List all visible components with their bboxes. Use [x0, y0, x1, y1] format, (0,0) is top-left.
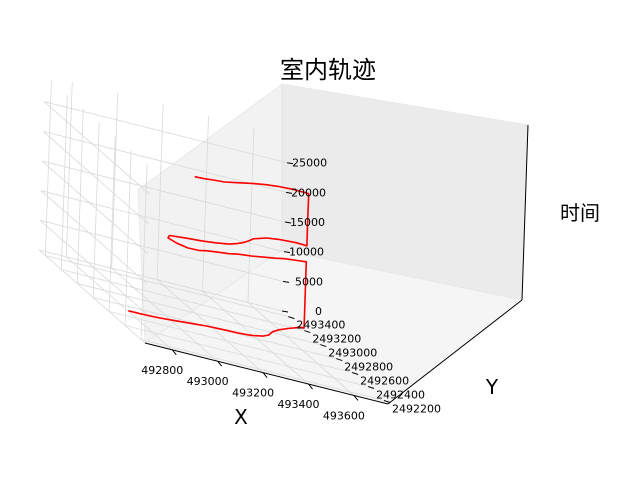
z-tick-label: 25000 — [292, 157, 327, 170]
z-gridline — [38, 249, 146, 344]
x-gridline — [202, 116, 209, 292]
x-gridline — [65, 256, 173, 351]
x-gridline — [111, 267, 218, 362]
y-tick-mark — [383, 400, 391, 403]
x-tick-mark — [171, 349, 177, 356]
z-gridline — [40, 190, 285, 253]
z-gridline — [40, 190, 148, 284]
x-gridline — [111, 93, 119, 269]
y-tick-label: 2493200 — [312, 333, 361, 346]
x-axis-line — [144, 342, 389, 405]
x-tick-label: 492800 — [141, 364, 183, 377]
x-axis-label: X — [234, 405, 248, 429]
x-tick-mark — [308, 383, 313, 390]
y-gridline — [124, 325, 369, 387]
trajectory-line — [128, 175, 310, 337]
z-axis-line — [521, 124, 529, 301]
z-tick-label: 15000 — [290, 216, 325, 229]
z-gridline — [38, 249, 283, 312]
z-tick-mark — [281, 310, 289, 313]
y-tick-mark — [336, 358, 343, 362]
z-gridline — [41, 160, 149, 255]
x-tick-label: 493400 — [278, 398, 320, 411]
y-tick-label: 2492800 — [344, 361, 393, 374]
axis-ticks: 4928004930004932004934004936002492200249… — [141, 157, 441, 423]
y-gridline — [109, 311, 353, 373]
x-tick-label: 493000 — [187, 375, 229, 388]
y-tick-label: 2493000 — [328, 347, 377, 360]
gridlines — [38, 80, 385, 401]
z-axis-label: 时间 — [560, 201, 600, 225]
y-axis-line — [387, 299, 523, 405]
y-tick-mark — [351, 372, 359, 376]
x-gridline — [156, 104, 164, 280]
y-tick-label: 2492200 — [392, 403, 441, 416]
z-tick-label: 5000 — [295, 275, 323, 288]
y-tick-label: 2493400 — [296, 319, 345, 332]
z-tick-mark — [287, 162, 294, 165]
z-tick-mark — [283, 251, 291, 254]
z-gridline — [39, 219, 284, 282]
y-tick-mark — [304, 330, 311, 334]
y-gridline — [77, 283, 321, 345]
chart-title: 室内轨迹 — [280, 56, 376, 84]
x-gridline — [65, 81, 73, 257]
x-tick-mark — [217, 360, 223, 367]
z-gridline — [42, 131, 150, 225]
x-tick-mark — [353, 395, 359, 401]
z-tick-mark — [282, 280, 290, 283]
z-gridline — [42, 130, 287, 193]
y-gridline — [61, 269, 305, 331]
z-tick-label: 10000 — [289, 246, 324, 259]
x-tick-label: 493200 — [232, 387, 274, 400]
z-gridline — [41, 160, 286, 223]
z-gridline — [39, 220, 147, 314]
x-gridline — [247, 127, 255, 303]
x-gridline — [202, 290, 309, 385]
y-gridline — [45, 255, 289, 317]
z-tick-mark — [284, 221, 292, 224]
x-tick-label: 493600 — [323, 409, 365, 422]
x-gridline — [247, 302, 355, 396]
y-tick-label: 2492600 — [360, 375, 409, 388]
y-tick-mark — [367, 386, 375, 389]
y-tick-mark — [320, 344, 327, 348]
z-tick-label: 0 — [315, 305, 322, 318]
y-gridline — [140, 339, 385, 401]
trajectory-series — [128, 175, 310, 337]
z-gridline — [43, 101, 288, 164]
z-gridline — [43, 101, 151, 195]
z-tick-mark — [285, 191, 293, 194]
y-axis-label: Y — [485, 375, 499, 399]
z-tick-label: 20000 — [291, 186, 326, 199]
y-tick-mark — [288, 316, 295, 320]
x-tick-mark — [262, 372, 268, 378]
y-tick-label: 2492400 — [376, 389, 425, 402]
